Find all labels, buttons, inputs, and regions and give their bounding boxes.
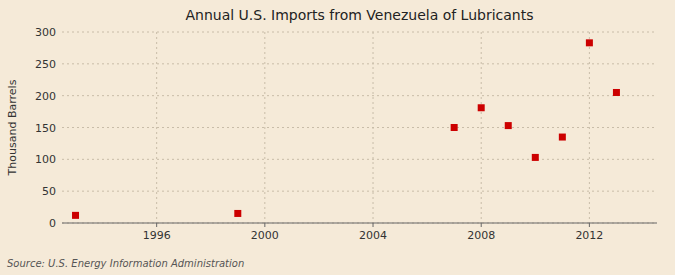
y-grid-line [62,95,657,96]
title: Annual U.S. Imports from Venezuela of Lu… [185,7,533,23]
chart: 1996 2000 2004 2008 2012 0 50 100 150 200 250 300 An… [0,0,675,275]
x-tick [264,223,265,227]
x-grid-line [373,32,374,223]
x-grid-line [481,32,482,223]
grid [62,32,657,223]
y-tick-label: 300 [35,26,56,39]
x-axis-line [62,223,657,224]
annotation: Source: U.S. Energy Information Administ… [7,258,244,269]
x-grid-line [589,32,590,223]
y-tick-label: 150 [35,122,56,135]
points [72,39,620,219]
x-grid-line [156,32,157,223]
x-tick [156,223,157,227]
y-tick-label: 200 [35,90,56,103]
point [505,122,512,129]
y-tick-label: 100 [35,153,56,166]
y-grid-line [62,63,657,64]
x-grid-line [264,32,265,223]
point [532,154,539,161]
point [586,39,593,46]
x-tick [589,223,590,227]
point [613,89,620,96]
x-tick [373,223,374,227]
y-axis-label: Thousand Barrels [6,79,19,176]
point [234,210,241,217]
point [559,134,566,141]
y-grid-line [62,223,657,224]
point [478,104,485,111]
x-tick-label: 2008 [467,229,495,242]
y-tick-label: 0 [49,217,56,230]
x-tick-label: 2012 [575,229,603,242]
y-tick-label: 50 [42,185,56,198]
y-grid-line [62,191,657,192]
y-grid-line [62,32,657,33]
y-grid-line [62,159,657,160]
x-tick [481,223,482,227]
x-tick-label: 1996 [143,229,171,242]
point [72,212,79,219]
point [451,124,458,131]
y-tick-label: 250 [35,58,56,71]
y-grid-line [62,127,657,128]
x-tick-label: 2004 [359,229,387,242]
x-tick-label: 2000 [251,229,279,242]
